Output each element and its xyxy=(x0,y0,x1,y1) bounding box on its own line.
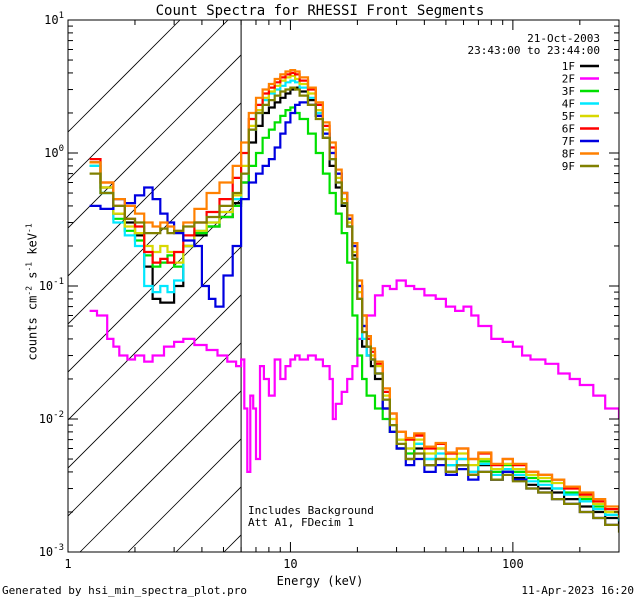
y-tick-label: 101 xyxy=(44,11,64,27)
x-axis-label: Energy (keV) xyxy=(276,574,364,588)
annotation-background: Includes Background xyxy=(248,504,374,517)
hatch-line xyxy=(68,54,242,229)
legend-label: 1F xyxy=(562,60,575,73)
series-line-1F xyxy=(89,86,619,525)
hatch-line xyxy=(68,150,242,325)
series-line-6F xyxy=(89,71,619,515)
legend-label: 6F xyxy=(562,123,575,136)
legend-label: 8F xyxy=(562,148,575,161)
x-tick-label: 100 xyxy=(502,557,524,571)
y-tick-label: 10-3 xyxy=(39,543,64,559)
axis-ticks xyxy=(67,20,620,553)
series-line-4F xyxy=(89,79,619,522)
chart-title: Count Spectra for RHESSI Front Segments xyxy=(155,3,485,19)
x-tick-label: 1 xyxy=(64,557,71,571)
legend-label: 9F xyxy=(562,160,575,173)
series-line-9F xyxy=(89,86,619,533)
series-line-3F xyxy=(89,106,619,518)
hatch-line xyxy=(320,0,640,552)
hatch-line xyxy=(127,438,242,552)
hatch-line xyxy=(68,102,242,277)
y-tick-label: 100 xyxy=(44,144,64,160)
footer-generated-by: Generated by hsi_min_spectra_plot.pro xyxy=(2,584,248,597)
hatch-line xyxy=(79,390,242,552)
hatch-line xyxy=(68,20,181,133)
x-tick-label: 10 xyxy=(283,557,297,571)
background-hatched-region xyxy=(68,0,640,552)
legend-time-range: 23:43:00 to 23:44:00 xyxy=(467,44,600,57)
hatch-line xyxy=(68,294,242,469)
series-line-5F xyxy=(89,74,619,518)
legend-label: 5F xyxy=(562,110,575,123)
legend-date: 21-Oct-2003 xyxy=(527,32,600,45)
annotation-attenuator: Att A1, FDecim 1 xyxy=(248,516,354,529)
y-tick-label: 10-2 xyxy=(39,410,64,426)
hatch-line xyxy=(68,198,242,373)
hatch-line xyxy=(68,20,229,181)
legend-label: 3F xyxy=(562,85,575,98)
legend-label: 2F xyxy=(562,73,575,86)
y-tick-label: 10-1 xyxy=(39,277,64,293)
hatch-line xyxy=(68,246,242,421)
y-axis-label: counts cm-2 s-1 keV-1 xyxy=(24,223,40,361)
legend-label: 7F xyxy=(562,135,575,148)
hatch-line xyxy=(68,342,242,517)
legend-label: 4F xyxy=(562,98,575,111)
footer-timestamp: 11-Apr-2023 16:20 xyxy=(521,584,634,597)
series-line-2F xyxy=(89,279,619,473)
